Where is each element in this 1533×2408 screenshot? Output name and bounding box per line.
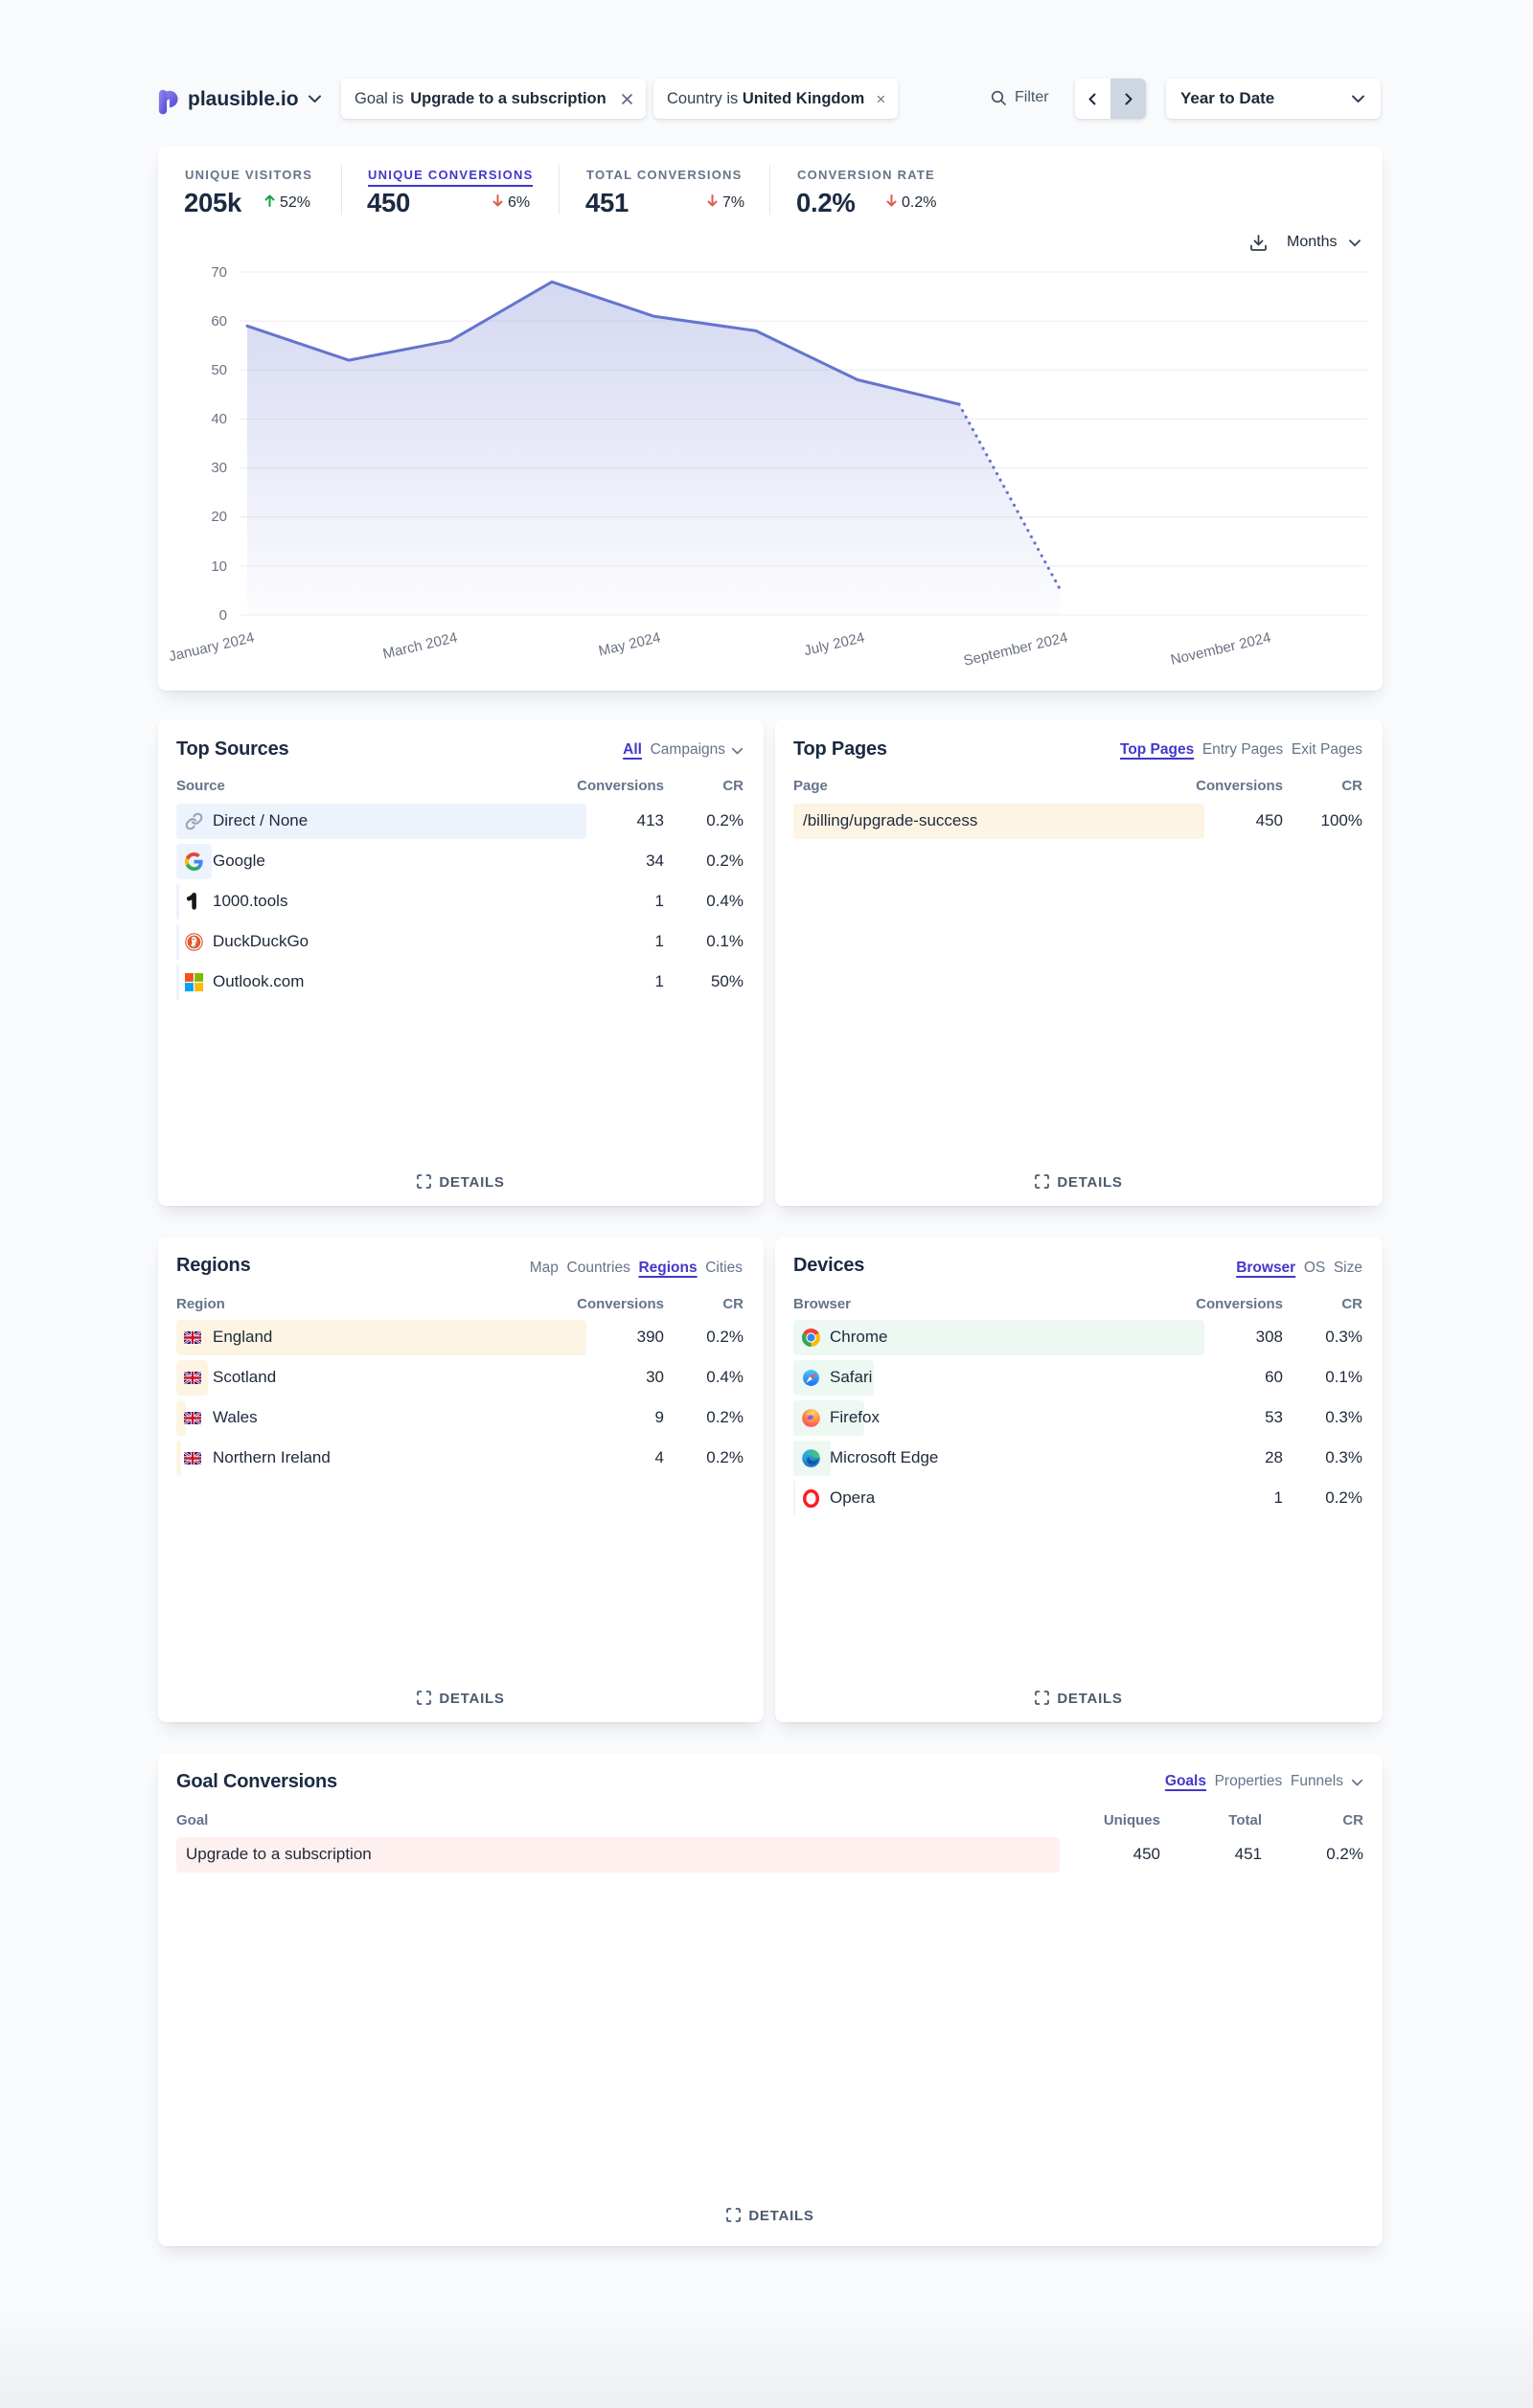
svg-text:70: 70 <box>211 264 227 281</box>
svg-text:50: 50 <box>211 362 227 378</box>
svg-text:September 2024: September 2024 <box>962 629 1069 670</box>
svg-text:10: 10 <box>211 558 227 575</box>
svg-text:January 2024: January 2024 <box>168 629 256 665</box>
svg-text:40: 40 <box>211 411 227 427</box>
svg-text:20: 20 <box>211 509 227 525</box>
svg-text:0: 0 <box>219 607 227 624</box>
svg-text:May 2024: May 2024 <box>597 629 662 659</box>
svg-text:30: 30 <box>211 460 227 476</box>
svg-text:July 2024: July 2024 <box>803 629 866 659</box>
svg-text:March 2024: March 2024 <box>381 629 459 662</box>
svg-text:November 2024: November 2024 <box>1169 629 1272 669</box>
svg-text:60: 60 <box>211 313 227 329</box>
